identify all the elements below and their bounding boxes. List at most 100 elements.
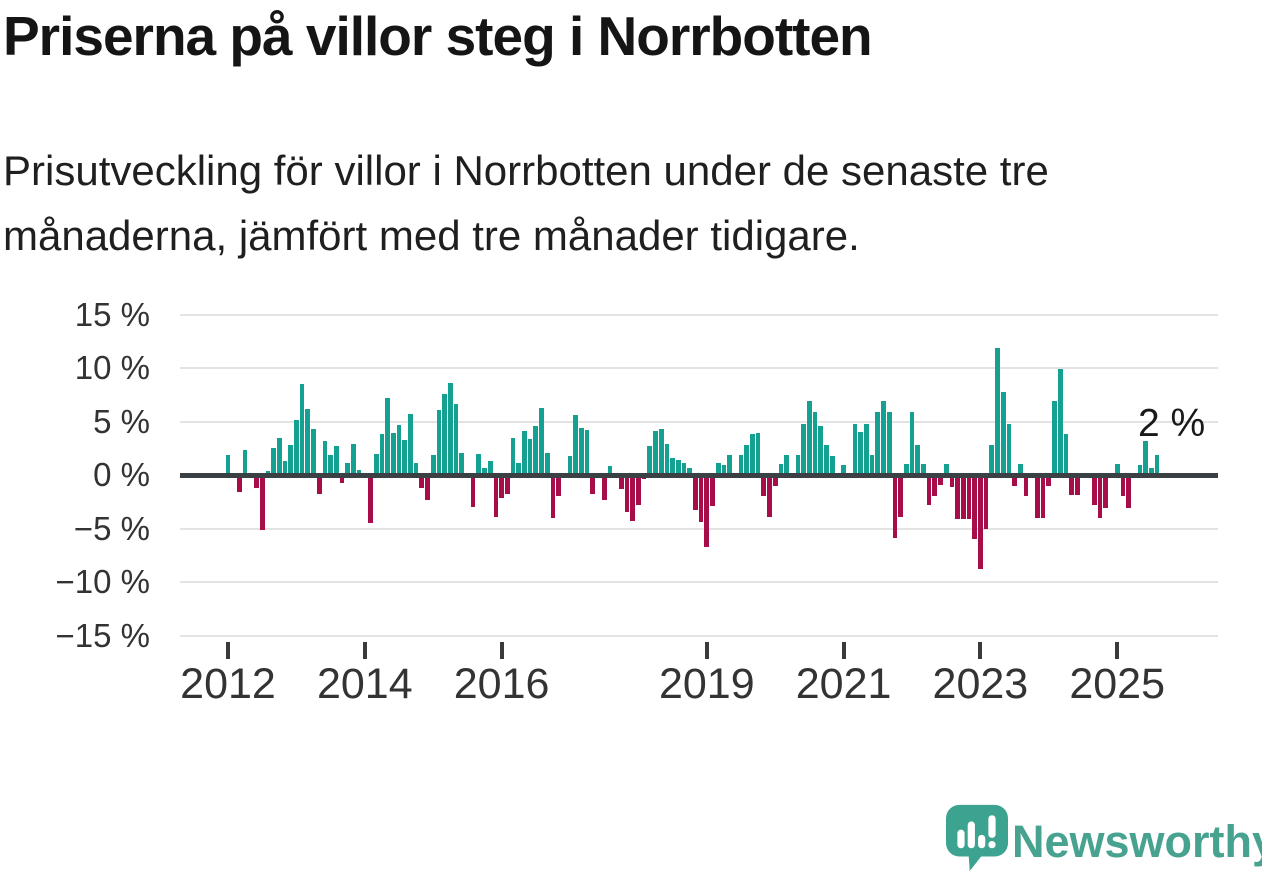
bar-2021-7 <box>886 411 892 475</box>
bar-2021-11 <box>898 475 903 517</box>
bar-2013-10 <box>345 463 351 475</box>
x-axis-tick-2025 <box>1115 642 1120 659</box>
bar-2013-7 <box>328 454 333 475</box>
bar-2015-9 <box>476 453 482 475</box>
bar-2019-4 <box>721 465 727 475</box>
bar-2017-1 <box>567 455 573 475</box>
bar-2025-1 <box>1114 464 1120 475</box>
bar-2012-3 <box>237 475 242 493</box>
bar-2019-5 <box>727 454 732 475</box>
bar-2023-5 <box>1000 391 1006 475</box>
bar-2016-2 <box>504 475 510 495</box>
bar-2022-3 <box>943 464 949 475</box>
y-axis-label: −5 % <box>73 509 150 547</box>
bar-2014-4 <box>379 434 385 475</box>
newsworthy-logo: Newsworthy <box>946 804 1262 876</box>
bar-2021-4 <box>858 432 864 475</box>
bar-2023-11 <box>1035 475 1040 518</box>
x-axis-label-2014: 2014 <box>316 660 413 708</box>
bar-2017-10 <box>618 475 624 489</box>
x-axis-label-2025: 2025 <box>1069 660 1166 708</box>
bar-2015-6 <box>459 452 465 475</box>
bar-2020-7 <box>807 401 812 475</box>
x-axis-tick-2019 <box>704 642 709 659</box>
bar-2018-4 <box>653 431 658 475</box>
bar-2013-11 <box>351 444 356 475</box>
bar-2013-2 <box>299 384 305 475</box>
bar-2016-10 <box>550 475 556 518</box>
bar-2021-1 <box>841 465 846 475</box>
newsworthy-logo-text: Newsworthy <box>1012 816 1262 867</box>
bar-2014-2 <box>368 475 373 524</box>
bar-2019-10 <box>755 433 761 475</box>
zero-axis-line <box>180 472 1218 478</box>
bar-2018-8 <box>675 460 681 475</box>
bar-2019-1 <box>704 475 710 547</box>
bar-2024-9 <box>1092 475 1097 505</box>
bar-2020-2 <box>778 464 784 475</box>
gridline--10 <box>180 581 1218 583</box>
bar-2022-8 <box>949 475 955 487</box>
bar-2018-10 <box>687 467 693 475</box>
bar-2021-7 <box>875 411 881 475</box>
bar-2024-2 <box>1052 401 1057 475</box>
bar-2022-2 <box>915 445 921 475</box>
bar-2013-12 <box>356 469 362 475</box>
bar-2024-5 <box>1074 475 1080 496</box>
y-axis-label: 0 % <box>93 456 150 493</box>
bar-2012-1 <box>225 454 231 475</box>
bar-2016-11 <box>556 475 561 497</box>
bar-2014-9 <box>408 414 413 475</box>
bar-2024-5 <box>1069 475 1074 496</box>
bar-2019-5 <box>738 454 744 475</box>
x-axis-tick-2023 <box>978 642 983 659</box>
bar-2013-1 <box>294 420 299 475</box>
bar-2019-12 <box>767 475 772 517</box>
bar-2016-4 <box>516 463 522 475</box>
y-axis-label: −15 % <box>55 616 151 654</box>
bar-2014-3 <box>373 453 379 475</box>
page-title: Priserna på villor steg i Norrbotten <box>3 5 873 67</box>
bar-2018-9 <box>681 463 687 475</box>
bar-2020-3 <box>795 454 801 475</box>
bar-2020-8 <box>812 411 818 475</box>
bar-2017-4 <box>584 430 590 475</box>
bar-2022-1 <box>909 411 915 475</box>
bar-2014-12 <box>425 475 430 500</box>
bar-2018-5 <box>658 429 664 475</box>
bar-2023-9 <box>1023 475 1029 497</box>
bar-2023-11 <box>1040 475 1046 518</box>
bar-2017-8 <box>607 466 613 475</box>
bar-2013-8 <box>333 446 339 475</box>
bar-2019-9 <box>750 434 755 475</box>
x-axis-tick-2014 <box>362 642 367 659</box>
bar-2014-7 <box>396 424 402 475</box>
bar-2014-6 <box>390 433 396 475</box>
bar-2015-10 <box>482 467 487 475</box>
bar-2015-12 <box>493 475 499 517</box>
bar-2016-9 <box>544 452 550 475</box>
bar-2015-1 <box>430 454 436 475</box>
bar-2017-12 <box>630 475 636 521</box>
y-axis-label: −10 % <box>55 563 151 600</box>
bar-2022-12 <box>972 475 978 540</box>
bar-2017-11 <box>624 475 630 513</box>
bar-2023-1 <box>978 475 983 570</box>
bar-2015-3 <box>442 393 447 475</box>
bar-2023-4 <box>995 347 1000 475</box>
bar-2013-3 <box>305 408 311 475</box>
bar-2012-9 <box>271 448 276 476</box>
y-axis-label: 10 % <box>74 349 150 386</box>
bar-2023-2 <box>983 475 989 529</box>
bar-2022-9 <box>966 475 972 519</box>
latest-value-label: 2 % <box>1138 402 1206 445</box>
gridline--15 <box>180 634 1218 637</box>
x-axis-label-2021: 2021 <box>795 660 892 708</box>
bar-2016-1 <box>499 475 504 498</box>
chart-subtitle: Prisutveckling för villor i Norrbotten u… <box>3 147 1049 260</box>
bar-2014-10 <box>413 463 419 475</box>
bar-2021-3 <box>852 423 858 475</box>
bar-2016-8 <box>539 407 544 475</box>
y-axis-label: 5 % <box>93 402 150 440</box>
bar-2016-6 <box>527 438 533 475</box>
